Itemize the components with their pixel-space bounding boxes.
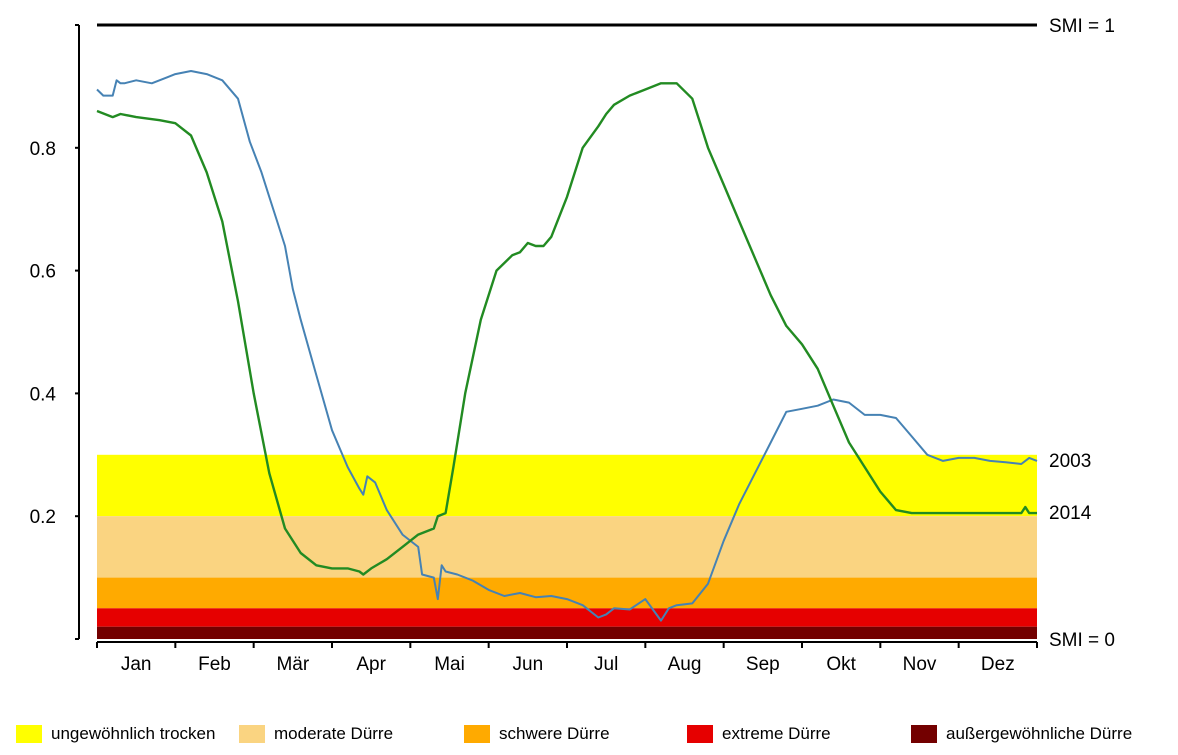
legend-swatch: [239, 725, 265, 743]
y-tick-label: 0.4: [30, 384, 57, 405]
x-tick-label: Jun: [513, 654, 544, 675]
x-tick-label: Jan: [121, 654, 152, 675]
x-tick-label: Dez: [981, 654, 1015, 675]
legend: ungewöhnlich trocken moderate Dürre schw…: [0, 722, 1178, 746]
reference-label: SMI = 1: [1049, 16, 1115, 37]
x-tick-label: Nov: [903, 654, 937, 675]
series-line-2014: [96, 82, 1037, 576]
x-axis: Jan Feb Mär Apr Mai Jun Jul Aug Sep Okt Nov Dez: [96, 641, 1038, 675]
band-außergewöhnliche Dürre: [97, 626, 1037, 639]
y-tick-label: 0.8: [30, 139, 56, 160]
legend-swatch: [911, 725, 937, 743]
band-moderate Dürre: [97, 516, 1037, 578]
legend-item-aussergewoehnliche-duerre: außergewöhnliche Dürre: [911, 722, 1132, 746]
x-tick-label: Okt: [826, 654, 856, 675]
x-tick-label: Jul: [594, 654, 618, 675]
x-tick-label: Aug: [668, 654, 702, 675]
series-lines: [96, 70, 1038, 622]
legend-label: schwere Dürre: [499, 724, 610, 743]
x-tick-label: Sep: [746, 654, 780, 675]
legend-item-extreme-duerre: extreme Dürre: [687, 722, 831, 746]
x-tick-label: Apr: [356, 654, 386, 675]
legend-label: extreme Dürre: [722, 724, 831, 743]
series-line-2003: [96, 70, 1038, 622]
x-tick-label: Mär: [276, 654, 309, 675]
smi-drought-chart: 0.2 0.4 0.6 0.8 Jan Feb Mär Apr Mai Jun Jul Aug Sep…: [30, 16, 1115, 675]
series-end-label-2003: 2003: [1049, 451, 1091, 472]
y-axis: 0.2 0.4 0.6 0.8: [30, 24, 80, 640]
legend-label: außergewöhnliche Dürre: [946, 724, 1133, 743]
legend-swatch: [16, 725, 42, 743]
x-tick-label: Feb: [198, 654, 231, 675]
legend-swatch: [464, 725, 490, 743]
legend-item-moderate-duerre: moderate Dürre: [239, 722, 393, 746]
legend-label: ungewöhnlich trocken: [51, 724, 216, 743]
legend-swatch: [687, 725, 713, 743]
band-schwere Dürre: [97, 577, 1037, 609]
band-extreme Dürre: [97, 608, 1037, 627]
y-tick-label: 0.6: [30, 262, 56, 283]
reference-label: SMI = 0: [1049, 630, 1115, 651]
legend-label: moderate Dürre: [274, 724, 394, 743]
x-tick-label: Mai: [434, 654, 465, 675]
reference-lines: SMI = 1 SMI = 0: [97, 16, 1115, 651]
series-end-label-2014: 2014: [1049, 503, 1092, 524]
y-tick-label: 0.2: [30, 507, 56, 528]
drought-bands: [97, 454, 1037, 639]
series-end-labels: 2003 2014: [1049, 451, 1092, 524]
legend-item-schwere-duerre: schwere Dürre: [464, 722, 610, 746]
band-ungewöhnlich trocken: [97, 454, 1037, 517]
legend-item-ungewoehnlich-trocken: ungewöhnlich trocken: [16, 722, 215, 746]
